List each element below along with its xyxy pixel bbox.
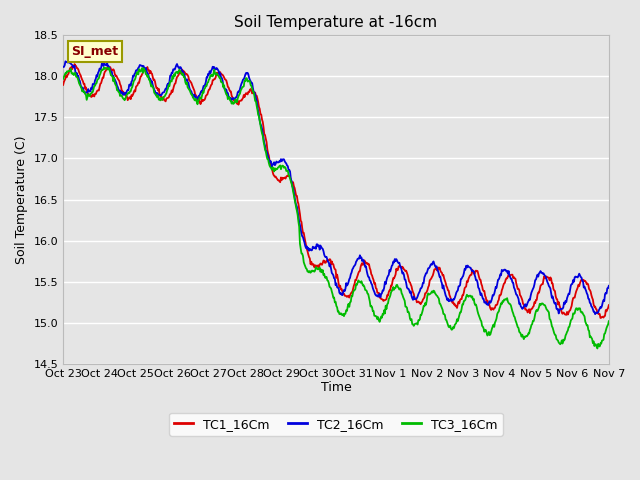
Legend: TC1_16Cm, TC2_16Cm, TC3_16Cm: TC1_16Cm, TC2_16Cm, TC3_16Cm	[170, 413, 502, 436]
TC3_16Cm	[419, 307, 427, 312]
TC3_16Cm	[100, 64, 108, 70]
TC1_16Cm	[70, 61, 78, 67]
TC2_16Cm	[126, 82, 134, 87]
Title: Soil Temperature at -16cm: Soil Temperature at -16cm	[234, 15, 438, 30]
X-axis label: Time: Time	[321, 381, 351, 395]
TC2_16Cm	[61, 59, 69, 64]
TC3_16Cm	[126, 89, 134, 95]
TC1_16Cm	[126, 94, 134, 100]
TC3_16Cm	[593, 346, 601, 351]
TC3_16Cm	[211, 67, 218, 72]
TC1_16Cm	[211, 76, 218, 82]
TC1_16Cm	[182, 71, 189, 76]
Text: SI_met: SI_met	[71, 45, 118, 58]
TC3_16Cm	[403, 305, 411, 311]
TC2_16Cm	[182, 77, 189, 83]
TC3_16Cm	[69, 71, 77, 76]
TC1_16Cm	[403, 270, 411, 276]
TC1_16Cm	[69, 63, 77, 69]
Y-axis label: Soil Temperature (C): Soil Temperature (C)	[15, 135, 28, 264]
TC3_16Cm	[182, 79, 189, 85]
TC2_16Cm	[60, 64, 67, 70]
TC3_16Cm	[60, 76, 67, 82]
TC2_16Cm	[605, 283, 612, 288]
TC1_16Cm	[596, 315, 604, 321]
TC1_16Cm	[419, 297, 427, 302]
Line: TC3_16Cm: TC3_16Cm	[63, 67, 609, 348]
TC2_16Cm	[403, 285, 411, 290]
Line: TC2_16Cm: TC2_16Cm	[63, 61, 609, 314]
TC2_16Cm	[70, 64, 77, 70]
TC2_16Cm	[591, 311, 599, 317]
TC2_16Cm	[211, 64, 218, 70]
TC1_16Cm	[605, 302, 612, 308]
TC1_16Cm	[60, 82, 67, 88]
Line: TC1_16Cm: TC1_16Cm	[63, 64, 609, 318]
TC2_16Cm	[419, 280, 427, 286]
TC3_16Cm	[605, 318, 612, 324]
